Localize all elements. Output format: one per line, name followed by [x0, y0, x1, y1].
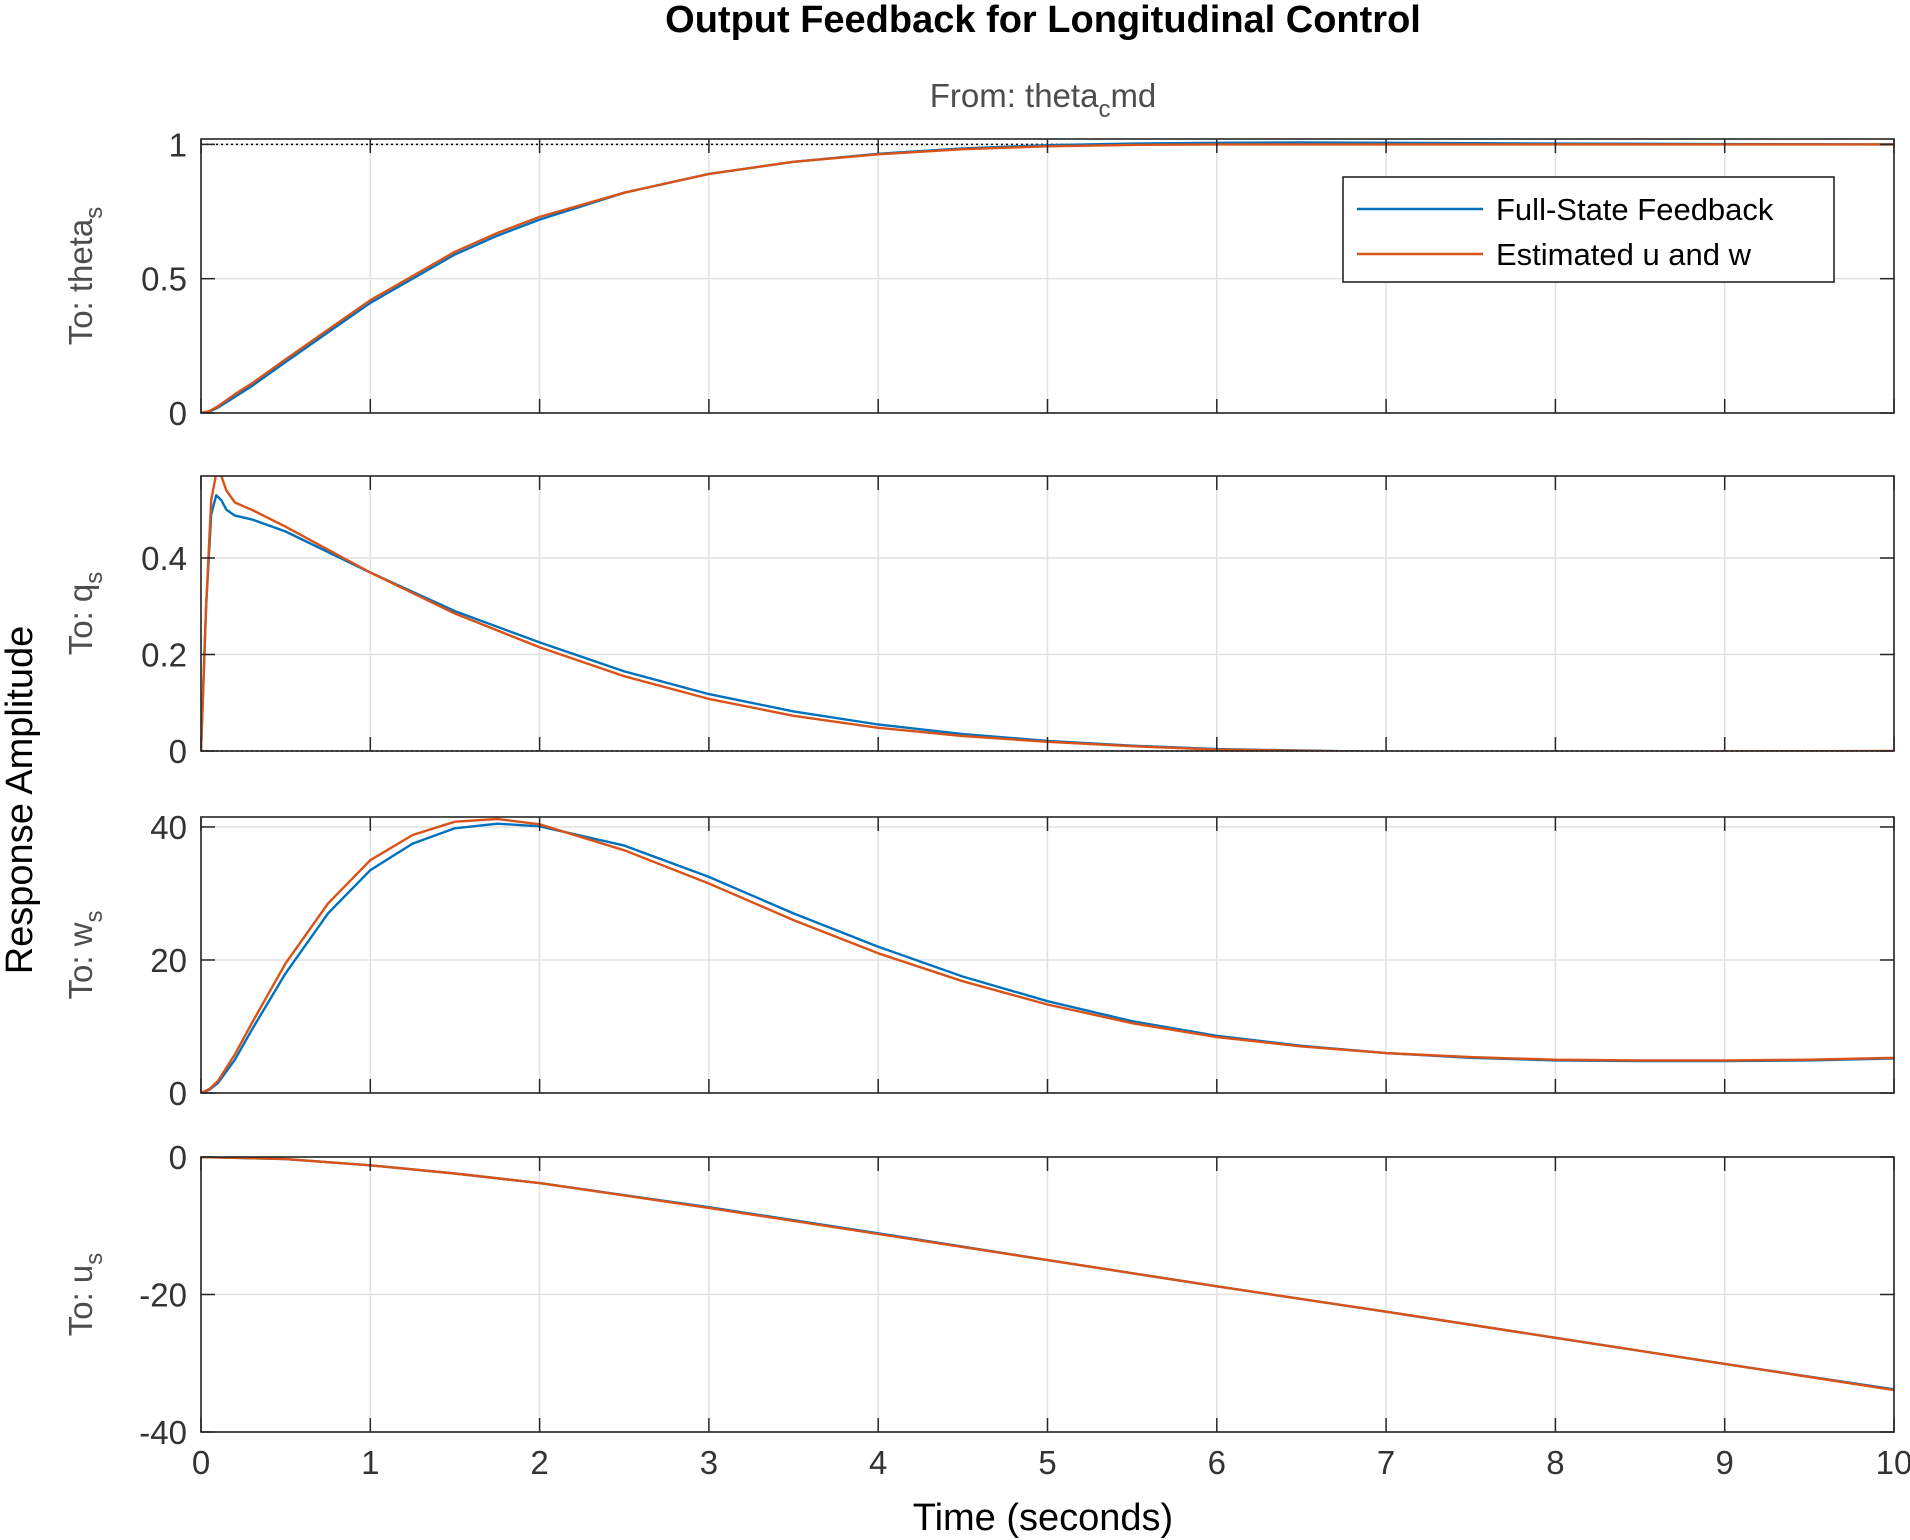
x-tick-label: 4 [869, 1444, 887, 1481]
series-line-estimated-u-and-w [201, 476, 1894, 751]
chart-title: Output Feedback for Longitudinal Control [665, 0, 1421, 41]
subtitle-tail: md [1110, 77, 1156, 114]
legend-label: Estimated u and w [1496, 237, 1752, 272]
panel-y-label-base: To: w [62, 922, 99, 999]
panel-y-label-subscript: s [81, 1253, 108, 1265]
x-tick-label: 8 [1546, 1444, 1564, 1481]
y-tick-label: 0.2 [141, 637, 187, 674]
panel-y-label: To: thetas [62, 207, 108, 346]
y-tick-label: 1 [169, 126, 187, 163]
y-tick-label: 0.4 [141, 540, 187, 577]
x-tick-label: 9 [1716, 1444, 1734, 1481]
subtitle-subscript: c [1098, 96, 1110, 123]
panel-y-label-base: To: q [62, 584, 99, 656]
x-tick-label: 1 [361, 1444, 379, 1481]
legend: Full-State Feedback Estimated u and w [1342, 176, 1835, 283]
panel-2: 0 0.2 0.4 To: qs [62, 475, 1895, 770]
y-tick-label: 40 [150, 809, 187, 846]
panel-y-label: To: qs [62, 572, 108, 656]
y-tick-label: 0.5 [141, 261, 187, 298]
panel-y-label: To: us [62, 1253, 108, 1337]
x-tick-label: 10 [1876, 1444, 1910, 1481]
panel-y-label-subscript: s [81, 572, 108, 584]
x-axis-label: Time (seconds) [913, 1497, 1173, 1539]
panel-y-label-base: To: theta [62, 218, 99, 345]
series-line-estimated-u-and-w [201, 817, 1894, 1093]
y-axis-label: Response Amplitude [0, 626, 41, 975]
y-tick-label: 0 [169, 733, 187, 770]
y-tick-label: 20 [150, 942, 187, 979]
series-line-estimated-u-and-w [201, 143, 1894, 413]
panel-4: -40 -20 0 To: us [62, 1139, 1895, 1451]
panel-y-label-subscript: s [81, 207, 108, 219]
legend-label: Full-State Feedback [1496, 192, 1774, 227]
x-tick-label: 7 [1377, 1444, 1395, 1481]
y-tick-label: 0 [169, 395, 187, 432]
x-tick-label: 0 [192, 1444, 210, 1481]
panel-3: 0 20 40 To: ws [62, 809, 1895, 1112]
panel-y-label-base: To: u [62, 1265, 99, 1337]
x-tick-label: 3 [700, 1444, 718, 1481]
panel-y-label: To: ws [62, 910, 108, 999]
y-tick-label: -40 [139, 1414, 187, 1451]
chart-subtitle: From: thetacmd [930, 77, 1157, 123]
y-tick-label: -20 [139, 1277, 187, 1314]
x-tick-label: 6 [1208, 1444, 1226, 1481]
y-tick-label: 0 [169, 1075, 187, 1112]
subtitle-base: From: theta [930, 77, 1099, 114]
x-tick-label: 5 [1038, 1444, 1056, 1481]
y-tick-label: 0 [169, 1139, 187, 1176]
panel-y-label-subscript: s [81, 910, 108, 922]
x-tick-label: 2 [530, 1444, 548, 1481]
legend-box [1342, 176, 1835, 283]
